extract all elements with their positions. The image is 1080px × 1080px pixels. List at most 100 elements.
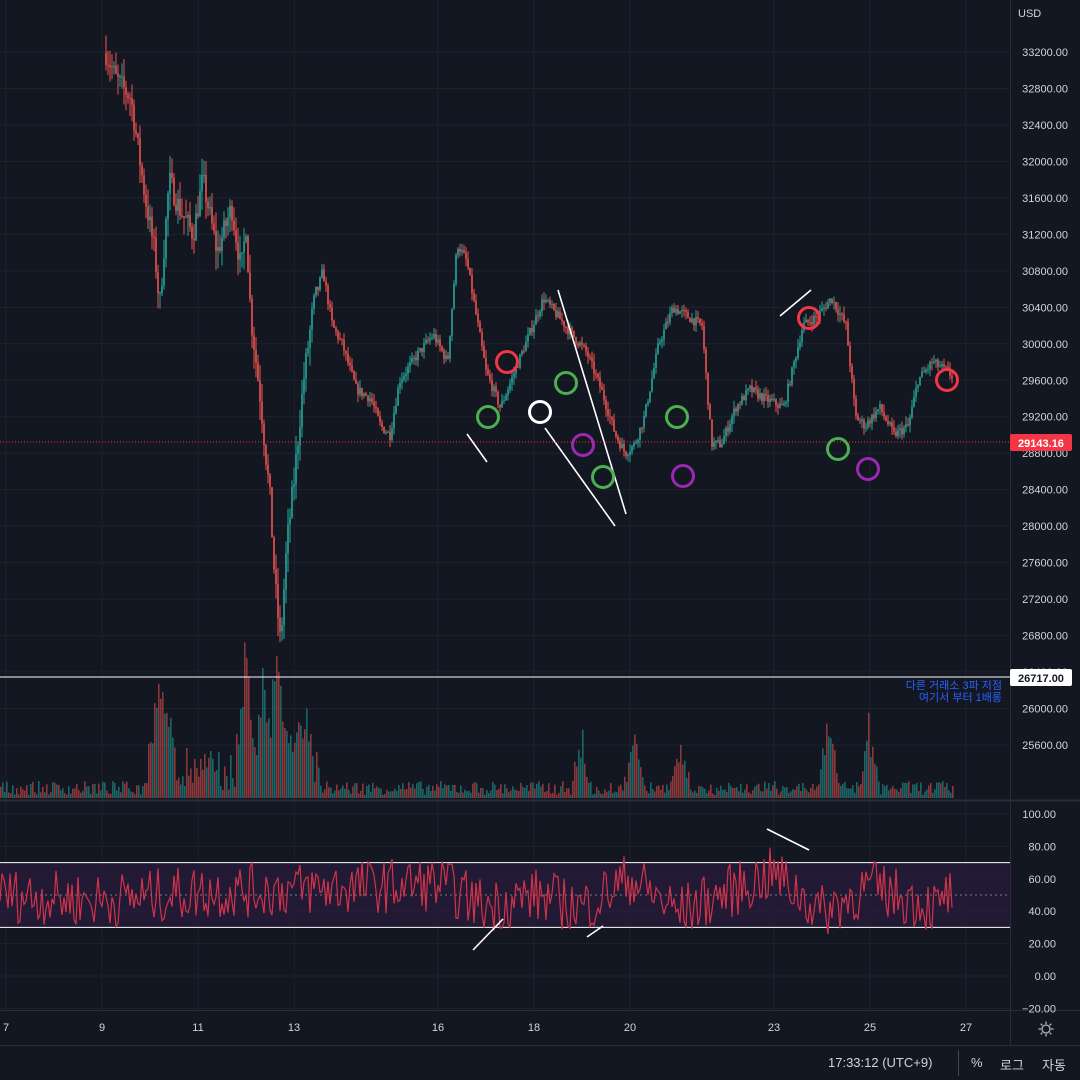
log-scale-button[interactable]: 로그 <box>1000 1058 1024 1073</box>
candle-body <box>153 236 155 238</box>
volume-bar <box>924 791 926 798</box>
volume-bar <box>652 788 654 798</box>
volume-bar <box>212 758 214 798</box>
volume-bar <box>152 743 154 798</box>
volume-bar <box>776 788 778 798</box>
volume-bar <box>444 784 446 798</box>
volume-bar <box>362 783 364 798</box>
volume-bar <box>530 782 532 798</box>
volume-bar <box>404 789 406 798</box>
volume-bar <box>262 667 264 798</box>
candle-body <box>603 389 605 401</box>
volume-bar <box>400 788 402 798</box>
volume-bar <box>222 789 224 798</box>
candle-body <box>201 175 203 192</box>
volume-bar <box>494 784 496 798</box>
volume-bar <box>64 793 66 798</box>
candle-body <box>673 307 675 313</box>
volume-bar <box>710 784 712 798</box>
volume-bar <box>802 782 804 798</box>
rsi-tick-label: 0.00 <box>1035 971 1056 983</box>
volume-bar <box>242 706 244 798</box>
volume-bar <box>428 784 430 798</box>
candle-body <box>435 334 437 343</box>
candle-body <box>631 446 633 452</box>
volume-bar <box>482 788 484 798</box>
candle-body <box>765 393 767 396</box>
volume-bar <box>680 744 682 798</box>
candle-body <box>551 303 553 305</box>
candle-body <box>815 315 817 317</box>
volume-bar <box>610 782 612 798</box>
trendline-drawing <box>472 918 504 951</box>
volume-bar <box>442 788 444 798</box>
percent-scale-button[interactable]: % <box>971 1055 983 1070</box>
volume-bar <box>642 777 644 798</box>
candle-body <box>733 408 735 417</box>
volume-bar <box>76 783 78 798</box>
volume-bar <box>216 770 218 798</box>
volume-bar <box>120 792 122 798</box>
candle-body <box>903 427 905 435</box>
candle-body <box>853 378 855 399</box>
candle-body <box>575 337 577 344</box>
candle-body <box>405 373 407 376</box>
candle-body <box>629 451 631 456</box>
volume-bar <box>188 775 190 798</box>
volume-bar <box>170 717 172 798</box>
price-axis[interactable]: USD 33200.00 32800.00 32400.00 32000.00 31600… <box>1010 8 1072 752</box>
candle-body <box>475 300 477 314</box>
volume-bar <box>692 792 694 798</box>
candle-body <box>231 205 233 221</box>
candle-body <box>197 213 199 217</box>
volume-bar <box>638 759 640 798</box>
time-axis[interactable]: 7 9 11 13 16 18 20 23 25 27 <box>3 1022 972 1034</box>
volume-bar <box>282 721 284 798</box>
volume-bar <box>528 791 530 798</box>
drawing-annotations[interactable] <box>466 289 959 951</box>
candle-body <box>517 366 519 368</box>
candle-body <box>871 414 873 424</box>
volume-bar <box>44 792 46 798</box>
volume-bar <box>432 785 434 798</box>
volume-bar <box>78 790 80 798</box>
candle-body <box>697 317 699 319</box>
price-chart[interactable]: USD 33200.00 32800.00 32400.00 32000.00 31600… <box>0 0 1080 1045</box>
volume-bar <box>690 789 692 798</box>
candle-body <box>485 357 487 370</box>
candle-body <box>471 274 473 294</box>
candle-body <box>159 293 161 295</box>
volume-bar <box>118 786 120 798</box>
volume-bar <box>268 718 270 798</box>
volume-bar <box>48 794 50 798</box>
volume-bar <box>912 784 914 798</box>
volume-bar <box>590 781 592 798</box>
volume-bar <box>604 789 606 798</box>
volume-bar <box>30 783 32 798</box>
candle-body <box>935 359 937 362</box>
candle-body <box>821 308 823 311</box>
settings-gear-icon[interactable] <box>1037 1020 1055 1038</box>
volume-bar <box>882 784 884 798</box>
volume-bar <box>532 782 534 798</box>
volume-bar <box>588 782 590 798</box>
volume-bar <box>168 726 170 798</box>
candle-body <box>661 339 663 342</box>
volume-bar <box>14 794 16 798</box>
clock: 17:33:12 (UTC+9) <box>828 1055 933 1070</box>
rsi-axis[interactable]: 100.00 80.00 60.00 40.00 20.00 0.00 −20.00 <box>1022 809 1056 1015</box>
auto-scale-button[interactable]: 자동 <box>1042 1058 1066 1073</box>
candle-body <box>917 385 919 388</box>
currency-label: USD <box>1018 8 1041 20</box>
candle-body <box>287 524 289 554</box>
volume-bar <box>138 785 140 798</box>
volume-bar <box>674 766 676 798</box>
candle-body <box>625 451 627 457</box>
candle-body <box>581 342 583 345</box>
candle-body <box>149 216 151 221</box>
volume-bar <box>934 789 936 798</box>
volume-bar <box>622 790 624 798</box>
candle-body <box>801 330 803 343</box>
price-tick-label: 28400.00 <box>1022 485 1068 497</box>
volume-bar <box>522 786 524 798</box>
